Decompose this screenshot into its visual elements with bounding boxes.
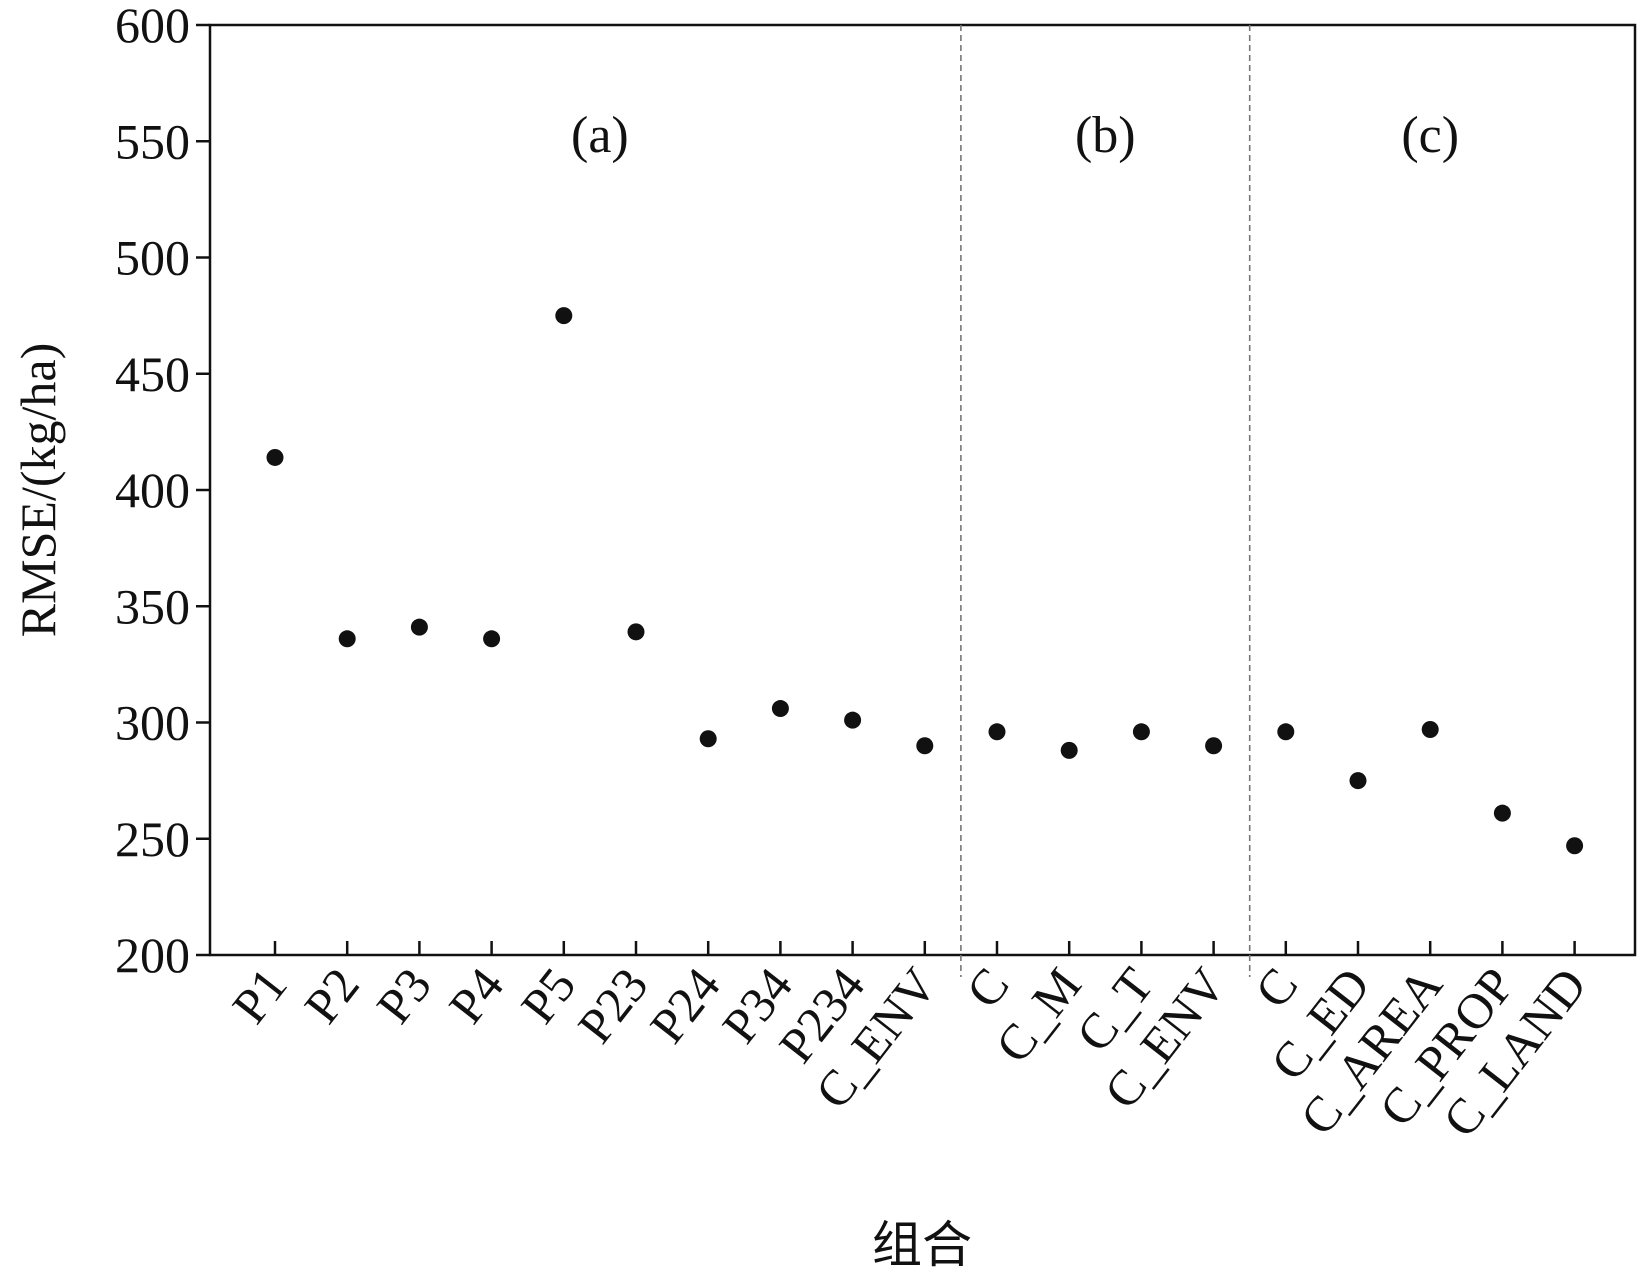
data-point — [988, 723, 1006, 741]
y-tick-label: 500 — [115, 230, 190, 286]
panel-label: (c) — [1401, 107, 1459, 164]
y-axis-title: RMSE/(kg/ha) — [10, 343, 66, 637]
data-point — [699, 730, 717, 748]
data-point — [555, 307, 573, 325]
y-tick-label: 400 — [115, 462, 190, 518]
data-point — [1349, 772, 1367, 790]
y-axis: 200 250 300 350 400 450 500 550 600 — [115, 0, 210, 983]
data-point — [1205, 737, 1223, 755]
panel-label: (a) — [571, 107, 629, 164]
y-tick-label: 450 — [115, 346, 190, 402]
data-point — [844, 711, 862, 729]
panel-labels: (a) (b) (c) — [571, 107, 1459, 164]
data-point — [483, 630, 501, 648]
y-tick-label: 200 — [115, 927, 190, 983]
data-point — [338, 630, 356, 648]
panel-label: (b) — [1075, 107, 1136, 164]
data-point — [916, 737, 934, 755]
group-separators — [960, 25, 1251, 977]
data-point — [1060, 741, 1078, 759]
data-point — [1132, 723, 1150, 741]
y-tick-label: 300 — [115, 695, 190, 751]
data-point — [266, 448, 284, 466]
data-points — [266, 307, 1584, 855]
y-tick-label: 250 — [115, 811, 190, 867]
x-tick-label: P3 — [365, 957, 442, 1033]
plot-frame — [208, 23, 1637, 957]
data-point — [627, 623, 645, 641]
data-point — [1277, 723, 1295, 741]
x-tick-label: P4 — [438, 957, 515, 1033]
data-point — [1493, 804, 1511, 822]
x-tick-label: P24 — [639, 957, 731, 1053]
y-tick-label: 350 — [115, 578, 190, 634]
data-point — [771, 700, 789, 718]
x-tick-label: P1 — [221, 957, 298, 1033]
x-tick-label: P23 — [567, 957, 659, 1053]
x-axis-title: 组合 — [872, 1216, 972, 1274]
y-tick-label: 550 — [115, 113, 190, 169]
data-point — [410, 618, 428, 636]
x-tick-label: P2 — [293, 957, 370, 1033]
data-point — [1566, 837, 1584, 855]
y-tick-label: 600 — [115, 0, 190, 53]
data-point — [1421, 720, 1439, 738]
